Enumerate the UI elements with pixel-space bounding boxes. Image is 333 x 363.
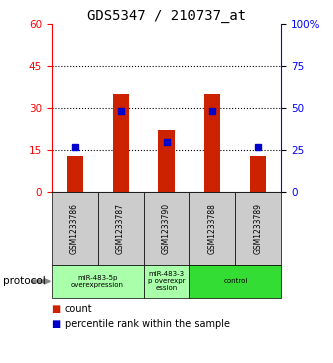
Text: GSM1233786: GSM1233786: [70, 203, 79, 254]
Text: percentile rank within the sample: percentile rank within the sample: [65, 319, 230, 329]
Bar: [113, 94, 129, 192]
Text: ■: ■: [52, 303, 61, 314]
Text: miR-483-5p
overexpression: miR-483-5p overexpression: [71, 275, 124, 288]
Text: count: count: [65, 303, 93, 314]
Text: GSM1233788: GSM1233788: [208, 203, 217, 254]
Text: miR-483-3
p overexpr
ession: miR-483-3 p overexpr ession: [148, 271, 185, 291]
Text: GDS5347 / 210737_at: GDS5347 / 210737_at: [87, 9, 246, 23]
Text: ■: ■: [52, 319, 61, 329]
Bar: [250, 156, 266, 192]
Bar: [159, 130, 174, 192]
Bar: [204, 94, 220, 192]
Text: protocol: protocol: [3, 276, 46, 286]
Text: GSM1233787: GSM1233787: [116, 203, 125, 254]
Text: GSM1233790: GSM1233790: [162, 203, 171, 254]
Bar: [67, 156, 83, 192]
Text: GSM1233789: GSM1233789: [254, 203, 263, 254]
Text: control: control: [223, 278, 248, 284]
